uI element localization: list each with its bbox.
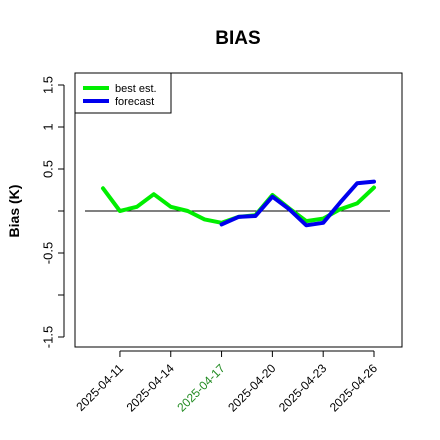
y-tick-label: -1.5 <box>40 326 55 348</box>
series-line-forecast <box>219 179 376 228</box>
y-tick-label: 0.5 <box>40 160 55 178</box>
y-tick-label: 1 <box>40 123 55 130</box>
y-axis-label: Bias (K) <box>6 185 22 238</box>
plot-frame <box>74 72 403 348</box>
y-axis: -1.5 -0.5 0.5 1 1.5 <box>40 76 65 348</box>
x-tick-label: 2025-04-23 <box>276 361 330 415</box>
x-tick-label: 2025-04-17 <box>174 361 228 415</box>
x-axis: 2025-04-112025-04-142025-04-172025-04-20… <box>73 350 381 415</box>
y-tick-label: -0.5 <box>40 242 55 264</box>
x-tick-label: 2025-04-11 <box>73 361 126 414</box>
legend: best est. forecast <box>74 72 172 114</box>
legend-box <box>74 72 172 114</box>
series-layer <box>101 179 376 228</box>
x-tick-label: 2025-04-26 <box>327 361 381 415</box>
y-tick-label: 1.5 <box>40 76 55 94</box>
x-tick-label: 2025-04-20 <box>225 361 279 415</box>
chart-title: BIAS <box>215 28 260 49</box>
legend-label-best-est: best est. <box>115 83 157 95</box>
x-tick-label: 2025-04-14 <box>124 361 178 415</box>
legend-label-forecast: forecast <box>115 96 154 108</box>
